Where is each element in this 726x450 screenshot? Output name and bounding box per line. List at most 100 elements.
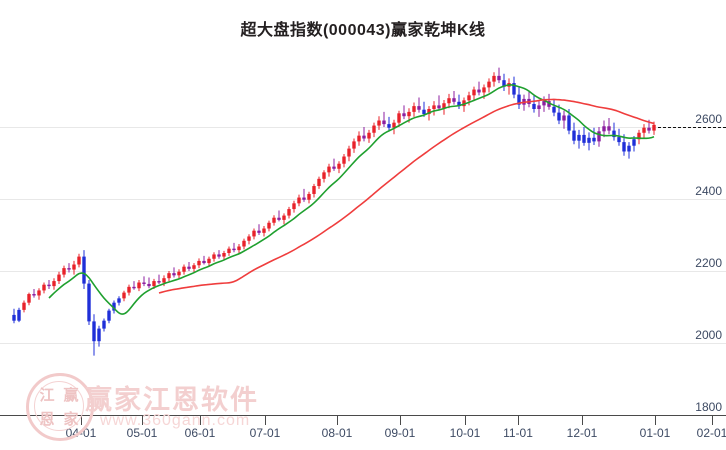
x-tick-05-01 <box>142 416 143 425</box>
candle-body <box>647 127 651 131</box>
y-axis-label-2600: 2600 <box>695 112 722 126</box>
x-tick-09-01 <box>400 416 401 425</box>
candle-body <box>162 278 166 283</box>
candle-body <box>32 294 36 296</box>
candle-body <box>182 266 186 272</box>
candle-body <box>47 284 51 287</box>
candle-body <box>587 137 591 143</box>
candle-body <box>167 273 171 279</box>
candle-body <box>477 89 481 93</box>
candle-body <box>377 120 381 126</box>
candle-body <box>427 109 431 115</box>
candle-body <box>432 105 436 109</box>
ma-short-line <box>48 84 655 315</box>
candle-body <box>502 80 506 87</box>
candle-body <box>547 101 551 107</box>
candle-body <box>232 248 236 251</box>
candle-body <box>607 126 611 131</box>
ma-long-line <box>158 98 655 294</box>
x-tick-10-01 <box>465 416 466 425</box>
candle-body <box>287 209 291 216</box>
candle-body <box>442 103 446 109</box>
candle-body <box>592 137 596 142</box>
candle-body <box>192 265 196 269</box>
x-axis: 04-01 05-01 06-01 07-01 08-01 09-01 10-01 11-01… <box>0 415 726 450</box>
candle-body <box>407 111 411 117</box>
x-tick-08-01 <box>337 416 338 425</box>
x-tick-06-01 <box>200 416 201 425</box>
candle-body <box>632 139 636 146</box>
candle-body <box>572 130 576 141</box>
candle-body <box>347 148 351 157</box>
candle-body <box>542 101 546 106</box>
candle-body <box>332 166 336 169</box>
candle-body <box>112 302 116 311</box>
candle-body <box>387 124 391 128</box>
candle-body <box>27 294 31 303</box>
candle-body <box>452 98 456 102</box>
candle-body <box>77 256 81 265</box>
candle-body <box>187 266 191 269</box>
candle-body <box>492 75 496 82</box>
candle-body <box>392 122 396 128</box>
candle-body <box>337 163 341 169</box>
gridline-2200 <box>0 271 726 272</box>
candle-body <box>602 126 606 132</box>
candle-body <box>267 222 271 229</box>
candle-body <box>557 112 561 121</box>
candlestick-series <box>12 67 656 356</box>
candle-body <box>422 109 426 115</box>
y-axis-label-1800: 1800 <box>695 400 722 414</box>
candle-body <box>82 256 86 284</box>
candle-body <box>87 283 91 322</box>
x-axis-label-10-01: 10-01 <box>449 426 481 440</box>
x-axis-label-01-01: 01-01 <box>639 426 671 440</box>
chart-plot-area <box>0 55 726 416</box>
candle-body <box>282 215 286 220</box>
candle-body <box>67 268 71 270</box>
candle-body <box>597 131 601 142</box>
candle-body <box>12 314 16 321</box>
candle-body <box>417 106 421 110</box>
candle-body <box>327 166 331 173</box>
candle-body <box>42 284 46 291</box>
candle-body <box>307 193 311 200</box>
candle-body <box>202 260 206 264</box>
last-price-dashed-line <box>658 127 726 128</box>
candle-body <box>277 217 281 220</box>
candle-body <box>122 292 126 299</box>
x-tick-01-01 <box>655 416 656 425</box>
candle-body <box>467 95 471 101</box>
x-tick-02-01 <box>712 416 713 425</box>
candle-body <box>552 106 556 113</box>
x-axis-label-11-01: 11-01 <box>503 426 533 440</box>
x-axis-label-12-01: 12-01 <box>566 426 598 440</box>
candle-body <box>317 178 321 187</box>
x-axis-label-04-01: 04-01 <box>65 426 97 440</box>
candle-body <box>372 125 376 133</box>
candle-body <box>612 130 616 138</box>
x-axis-label-02-01: 02-01 <box>696 426 726 440</box>
candle-body <box>247 236 251 241</box>
candle-body <box>497 75 501 81</box>
candle-body <box>622 142 626 152</box>
candle-body <box>517 94 521 105</box>
candle-body <box>437 105 441 109</box>
x-tick-11-01 <box>518 416 519 425</box>
candle-body <box>222 253 226 257</box>
candle-body <box>362 135 366 139</box>
candle-body <box>217 254 221 257</box>
x-tick-04-01 <box>81 416 82 425</box>
candle-body <box>207 258 211 264</box>
candle-body <box>297 197 301 204</box>
candle-body <box>382 120 386 125</box>
x-axis-label-08-01: 08-01 <box>321 426 353 440</box>
x-axis-label-09-01: 09-01 <box>384 426 416 440</box>
page-title: 超大盘指数(000043)赢家乾坤K线 <box>240 22 486 39</box>
candle-body <box>447 98 451 104</box>
candle-body <box>117 298 121 303</box>
candle-body <box>127 286 131 293</box>
candle-body <box>312 186 316 194</box>
candle-body <box>177 271 181 276</box>
candle-body <box>532 103 536 109</box>
